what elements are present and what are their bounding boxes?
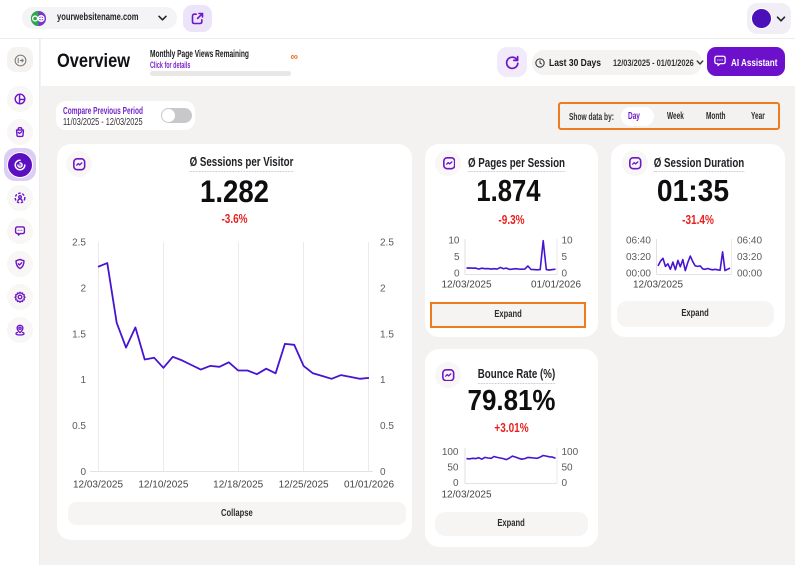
svg-text:06:40: 06:40 (626, 236, 651, 247)
svg-text:2.5: 2.5 (72, 238, 86, 249)
svg-text:06:40: 06:40 (737, 236, 762, 247)
svg-text:01/01/2026: 01/01/2026 (531, 280, 581, 291)
svg-text:12/03/2025: 12/03/2025 (441, 490, 491, 501)
svg-text:2.5: 2.5 (380, 238, 394, 249)
svg-text:1.5: 1.5 (72, 329, 86, 340)
svg-text:12/10/2025: 12/10/2025 (138, 480, 188, 491)
svg-text:2: 2 (80, 283, 86, 294)
svg-text:03:20: 03:20 (737, 252, 762, 263)
svg-text:10: 10 (448, 236, 460, 247)
svg-text:00:00: 00:00 (737, 269, 762, 280)
svg-text:100: 100 (561, 447, 578, 458)
svg-text:12/03/2025: 12/03/2025 (73, 480, 123, 491)
svg-text:50: 50 (447, 462, 459, 473)
svg-text:0: 0 (561, 478, 567, 489)
svg-text:100: 100 (441, 447, 458, 458)
svg-text:50: 50 (561, 462, 573, 473)
svg-text:12/18/2025: 12/18/2025 (213, 480, 263, 491)
svg-text:2: 2 (380, 283, 386, 294)
svg-text:1.5: 1.5 (380, 329, 394, 340)
svg-text:0: 0 (380, 467, 386, 478)
svg-text:12/03/2025: 12/03/2025 (633, 280, 683, 291)
svg-text:12/03/2025: 12/03/2025 (441, 280, 491, 291)
svg-text:0.5: 0.5 (72, 421, 86, 432)
svg-text:1: 1 (380, 375, 386, 386)
svg-text:0.5: 0.5 (380, 421, 394, 432)
svg-text:5: 5 (453, 252, 459, 263)
svg-text:0: 0 (453, 269, 459, 280)
svg-text:5: 5 (561, 252, 567, 263)
svg-text:1: 1 (80, 375, 86, 386)
svg-text:0: 0 (80, 467, 86, 478)
svg-text:12/25/2025: 12/25/2025 (279, 480, 329, 491)
svg-text:10: 10 (561, 236, 573, 247)
svg-text:0: 0 (561, 269, 567, 280)
svg-text:00:00: 00:00 (626, 269, 651, 280)
svg-text:03:20: 03:20 (626, 252, 651, 263)
svg-text:0: 0 (452, 478, 458, 489)
svg-text:01/01/2026: 01/01/2026 (344, 480, 394, 491)
